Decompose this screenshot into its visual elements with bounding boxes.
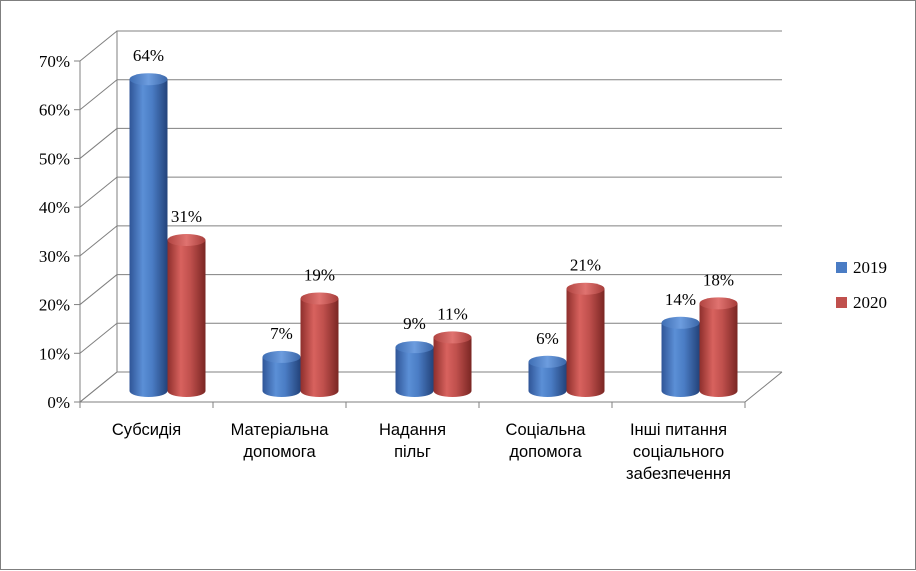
data-label: 19% bbox=[304, 265, 335, 284]
bar-top bbox=[300, 292, 339, 305]
gridline-side bbox=[79, 225, 118, 257]
y-tick-label: 10% bbox=[39, 344, 70, 363]
gridline-side bbox=[79, 79, 118, 111]
data-label: 31% bbox=[171, 207, 202, 226]
x-tick-label: Інші питання соціального забезпечення bbox=[626, 421, 731, 483]
gridline-side bbox=[79, 322, 118, 354]
legend-swatch bbox=[836, 297, 847, 308]
y-tick-label: 60% bbox=[39, 101, 70, 120]
y-tick-label: 0% bbox=[47, 393, 70, 412]
bar-top bbox=[566, 282, 605, 295]
bar-body bbox=[566, 288, 605, 397]
bar-top bbox=[699, 297, 738, 310]
x-tick-label: Матеріальна допомога bbox=[231, 421, 330, 461]
x-axis: Субсидія Матеріальна допомога Надання пільг С… bbox=[79, 402, 746, 483]
bar-top bbox=[661, 316, 700, 329]
gridline-side bbox=[79, 274, 118, 305]
legend: 2019 2020 bbox=[836, 258, 887, 312]
x-tick-label: Соціальна допомога bbox=[506, 421, 587, 461]
gridline-side bbox=[79, 176, 118, 208]
data-label: 21% bbox=[570, 256, 601, 275]
bar bbox=[566, 282, 605, 397]
data-label: 18% bbox=[703, 270, 734, 289]
legend-label: 2020 bbox=[853, 293, 887, 312]
bar-body bbox=[300, 298, 339, 397]
y-tick-label: 50% bbox=[39, 149, 70, 168]
data-label: 11% bbox=[437, 304, 468, 323]
bar-body bbox=[661, 322, 700, 397]
y-tick-label: 70% bbox=[39, 52, 70, 71]
bar bbox=[262, 350, 301, 397]
bar bbox=[395, 341, 434, 397]
x-tick-label: Субсидія bbox=[112, 421, 181, 439]
bar-body bbox=[433, 337, 472, 397]
bar-body bbox=[395, 347, 434, 397]
data-label: 64% bbox=[133, 46, 164, 65]
bar bbox=[167, 233, 206, 397]
gridline-side bbox=[79, 128, 118, 159]
bar-body bbox=[699, 303, 738, 397]
bar-body bbox=[167, 239, 206, 397]
bar-body bbox=[129, 79, 168, 397]
bar bbox=[433, 331, 472, 397]
data-label: 14% bbox=[665, 290, 696, 309]
bar-top bbox=[395, 341, 434, 354]
data-label: 6% bbox=[536, 329, 559, 348]
y-tick-label: 30% bbox=[39, 247, 70, 266]
bar-top bbox=[433, 331, 472, 344]
bar-body bbox=[262, 356, 301, 397]
bar bbox=[129, 73, 168, 397]
bar-top bbox=[528, 355, 567, 368]
gridlines bbox=[79, 30, 782, 403]
data-label: 9% bbox=[403, 314, 426, 333]
bar bbox=[528, 355, 567, 397]
legend-swatch bbox=[836, 262, 847, 273]
bar-top bbox=[262, 350, 301, 363]
data-labels: 64% 7% 9% 6% 14% 31% 19% 11% 21% 18% bbox=[133, 46, 734, 348]
bar bbox=[699, 297, 738, 397]
y-tick-label: 40% bbox=[39, 198, 70, 217]
gridline-side bbox=[79, 371, 118, 403]
y-tick-label: 20% bbox=[39, 296, 70, 315]
bar-top bbox=[129, 73, 168, 86]
legend-label: 2019 bbox=[853, 258, 887, 277]
bar bbox=[661, 316, 700, 397]
bar-top bbox=[167, 233, 206, 246]
bars bbox=[129, 73, 738, 397]
bar-body bbox=[528, 361, 567, 397]
x-tick-label: Надання пільг bbox=[379, 421, 446, 461]
data-label: 7% bbox=[270, 324, 293, 343]
bar bbox=[300, 292, 339, 397]
y-axis: 0% 10% 20% 30% 40% 50% 60% 70% bbox=[39, 52, 81, 412]
gridline-side bbox=[79, 30, 118, 62]
